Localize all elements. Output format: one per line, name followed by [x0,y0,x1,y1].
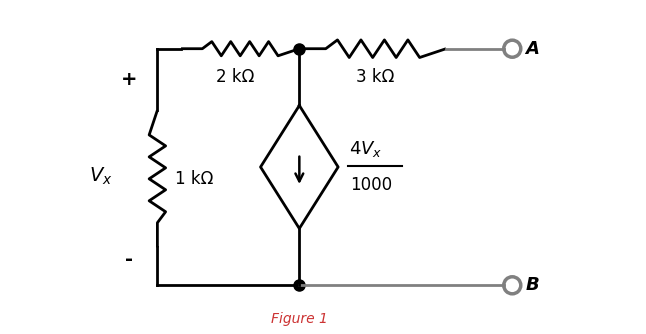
Text: $V_x$: $V_x$ [89,166,112,187]
Text: 1 kΩ: 1 kΩ [175,170,214,188]
Text: 2 kΩ: 2 kΩ [216,68,255,86]
Text: +: + [121,70,137,89]
Text: 1000: 1000 [350,176,393,194]
Text: $4V_x$: $4V_x$ [349,139,382,159]
Text: Figure 1: Figure 1 [271,312,328,326]
Text: -: - [125,250,133,269]
Text: B: B [525,276,539,294]
Text: 3 kΩ: 3 kΩ [356,68,394,86]
Text: A: A [525,40,539,58]
